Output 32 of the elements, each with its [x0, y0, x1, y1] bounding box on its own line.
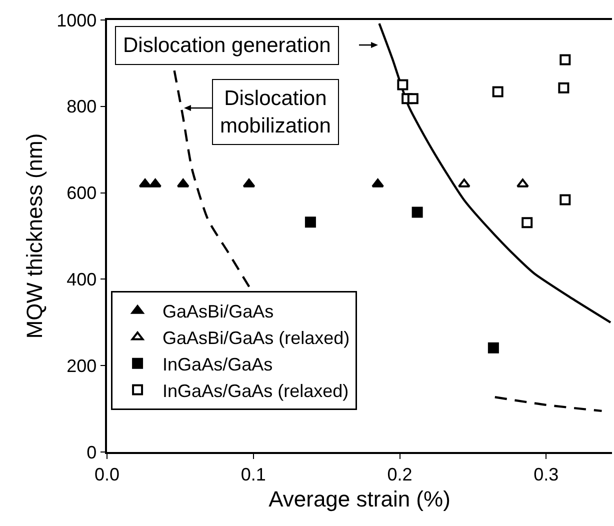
annotation: Dislocation mobilization [220, 87, 331, 138]
legend-label: InGaAs/GaAs [162, 354, 273, 374]
point [397, 79, 408, 90]
x-tick-label: 0.0 [94, 464, 120, 484]
line-series [378, 22, 612, 324]
legend-label: GaAsBi/GaAs (relaxed) [162, 328, 350, 348]
y-tick-label: 1000 [56, 10, 97, 30]
legend-label: InGaAs/GaAs (relaxed) [162, 380, 349, 401]
y-tick-label: 400 [66, 270, 97, 290]
point [560, 54, 571, 66]
y-tick-label: 800 [66, 96, 97, 117]
annotation: Dislocation generation [123, 34, 331, 57]
x-tick-label: 0.3 [534, 464, 559, 484]
point [516, 178, 529, 188]
point [492, 86, 504, 98]
x-tick-label: 0.2 [387, 464, 412, 484]
point [488, 342, 499, 354]
point [304, 216, 316, 228]
point [407, 93, 418, 104]
point [412, 206, 423, 218]
y-tick-label: 600 [66, 183, 97, 204]
point [558, 82, 570, 94]
y-axis-title: MQW thickness (nm) [22, 133, 47, 339]
y-tick-label: 200 [66, 356, 97, 376]
x-tick-label: 0.1 [240, 464, 266, 484]
point [372, 178, 384, 188]
point [560, 194, 571, 206]
x-axis-title: Average strain (%) [268, 486, 450, 512]
point [522, 217, 533, 228]
y-tick-label: 0 [86, 442, 97, 462]
legend-label: GaAsBi/GaAs [162, 302, 274, 322]
point [149, 178, 162, 188]
